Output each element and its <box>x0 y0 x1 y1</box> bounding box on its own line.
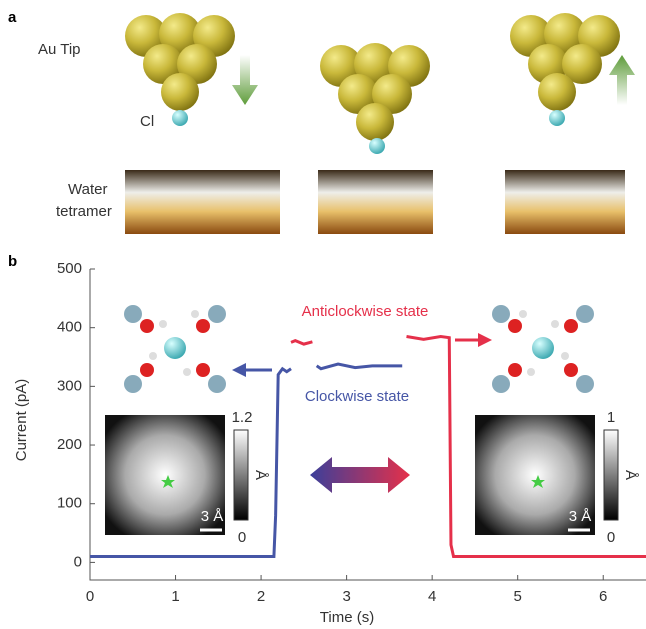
data-line <box>291 341 312 345</box>
panel-label: a <box>8 9 17 26</box>
double-arrow <box>310 457 410 493</box>
colorbar-max: 1 <box>607 409 615 426</box>
x-tick-label: 6 <box>599 588 607 605</box>
y-tick-label: 300 <box>57 377 82 394</box>
tip-illustrations <box>125 13 620 154</box>
x-axis-label: Time (s) <box>320 609 374 626</box>
figure: a Au Tip Cl Water tetramer b Time (s) Cu… <box>0 0 646 629</box>
annotation: Clockwise state <box>305 388 409 405</box>
scale-label: 3 Å <box>569 508 592 525</box>
water-images <box>125 170 625 234</box>
arrow-up <box>609 55 635 105</box>
x-tick-label: 5 <box>514 588 522 605</box>
y-tick-label: 0 <box>74 553 82 570</box>
colorbar-unit: Å <box>622 470 639 480</box>
x-tick-label: 3 <box>342 588 350 605</box>
water-label: Water <box>68 181 107 198</box>
y-axis-label: Current (pA) <box>13 379 30 462</box>
y-tick-label: 100 <box>57 495 82 512</box>
colorbar-unit: Å <box>252 470 269 480</box>
water-label: tetramer <box>56 203 112 220</box>
scale-label: 3 Å <box>201 508 224 525</box>
x-tick-label: 0 <box>86 588 94 605</box>
arrow-down <box>232 55 258 105</box>
y-tick-label: 200 <box>57 436 82 453</box>
tip-label: Au Tip <box>38 41 81 58</box>
x-tick-label: 4 <box>428 588 436 605</box>
x-tick-label: 1 <box>171 588 179 605</box>
x-tick-label: 2 <box>257 588 265 605</box>
panel-label: b <box>8 253 17 270</box>
colorbar-min: 0 <box>607 529 615 546</box>
state-arrow <box>478 333 492 347</box>
colorbar-max: 1.2 <box>232 409 253 426</box>
annotation: Anticlockwise state <box>302 303 429 320</box>
cl-label: Cl <box>140 113 154 130</box>
data-line <box>317 364 403 369</box>
y-tick-label: 400 <box>57 319 82 336</box>
y-tick-label: 500 <box>57 260 82 277</box>
state-arrow <box>232 363 246 377</box>
colorbar-min: 0 <box>238 529 246 546</box>
